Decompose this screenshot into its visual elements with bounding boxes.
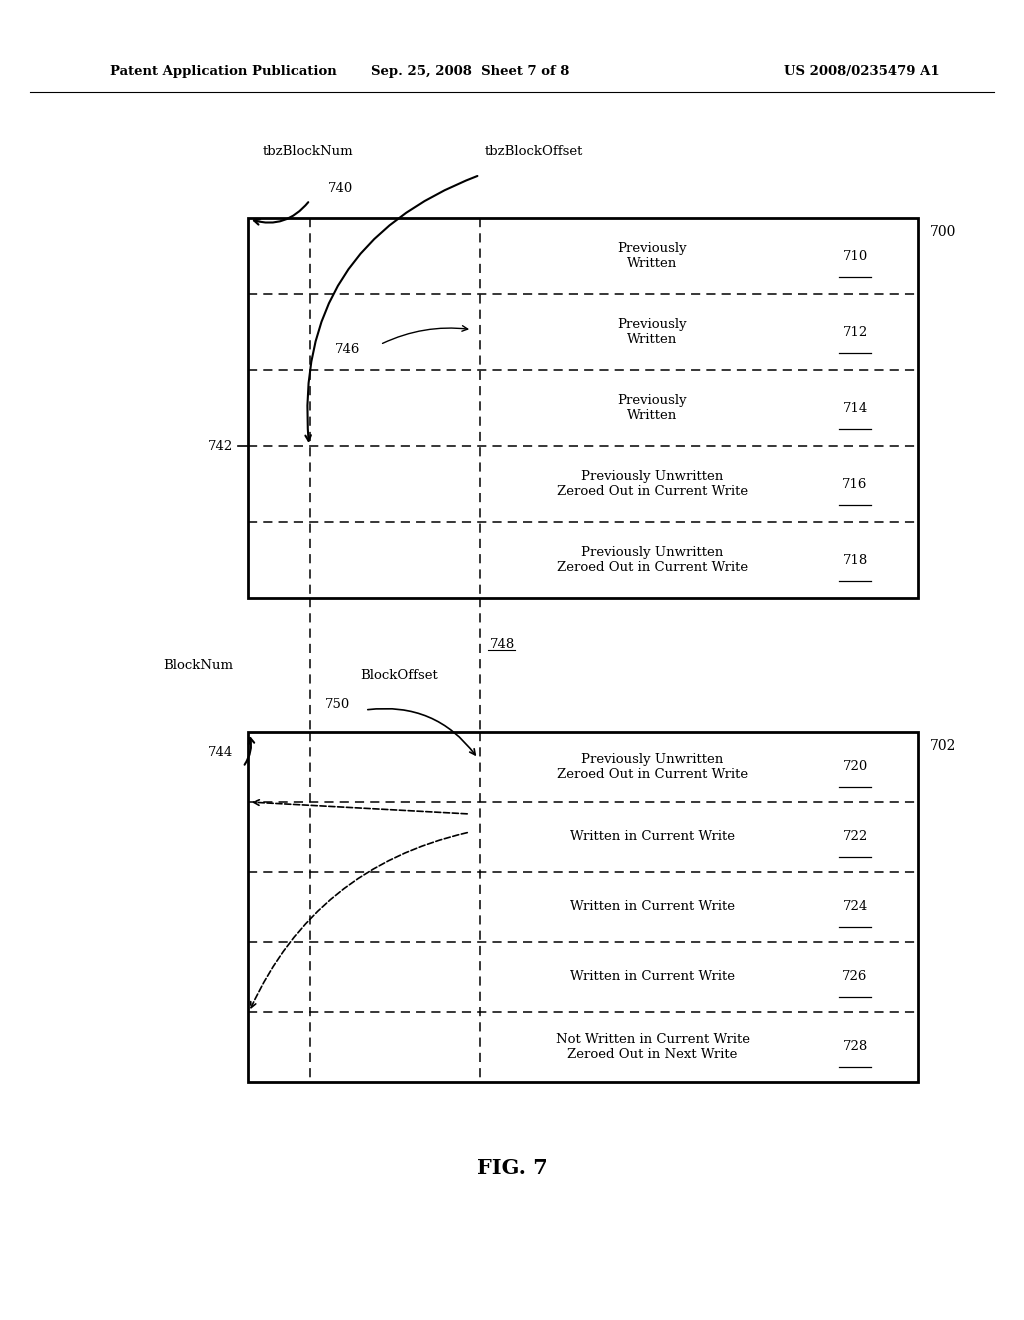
Text: 716: 716	[843, 478, 867, 491]
Text: FIG. 7: FIG. 7	[476, 1158, 548, 1177]
Text: 724: 724	[843, 900, 867, 913]
Text: Previously Unwritten
Zeroed Out in Current Write: Previously Unwritten Zeroed Out in Curre…	[557, 752, 749, 781]
Text: 750: 750	[325, 697, 350, 710]
Text: 742: 742	[208, 440, 233, 453]
Text: tbzBlockNum: tbzBlockNum	[263, 145, 353, 158]
Text: 712: 712	[843, 326, 867, 338]
Bar	[248, 733, 918, 1082]
Text: 728: 728	[843, 1040, 867, 1053]
Bar	[248, 218, 918, 598]
Text: 744: 744	[208, 746, 233, 759]
Text: 720: 720	[843, 760, 867, 774]
Text: 702: 702	[930, 739, 956, 752]
Text: 718: 718	[843, 553, 867, 566]
Text: BlockNum: BlockNum	[163, 659, 233, 672]
Text: Previously Unwritten
Zeroed Out in Current Write: Previously Unwritten Zeroed Out in Curre…	[557, 546, 749, 574]
Text: Previously
Written: Previously Written	[617, 242, 687, 271]
Text: Patent Application Publication: Patent Application Publication	[110, 66, 337, 78]
Text: tbzBlockOffset: tbzBlockOffset	[485, 145, 584, 158]
Text: Previously
Written: Previously Written	[617, 318, 687, 346]
Text: BlockOffset: BlockOffset	[360, 669, 437, 682]
Text: Sep. 25, 2008  Sheet 7 of 8: Sep. 25, 2008 Sheet 7 of 8	[371, 66, 569, 78]
Text: 722: 722	[843, 830, 867, 843]
Text: 710: 710	[843, 249, 867, 263]
Text: US 2008/0235479 A1: US 2008/0235479 A1	[784, 66, 940, 78]
Text: Written in Current Write: Written in Current Write	[570, 900, 735, 913]
Text: Previously Unwritten
Zeroed Out in Current Write: Previously Unwritten Zeroed Out in Curre…	[557, 470, 749, 498]
Text: Previously
Written: Previously Written	[617, 393, 687, 422]
Text: 726: 726	[843, 970, 867, 983]
Text: 740: 740	[328, 181, 353, 194]
Text: 700: 700	[930, 224, 956, 239]
Text: 746: 746	[335, 343, 360, 356]
Text: Not Written in Current Write
Zeroed Out in Next Write: Not Written in Current Write Zeroed Out …	[555, 1034, 750, 1061]
Text: 714: 714	[843, 401, 867, 414]
Text: Written in Current Write: Written in Current Write	[570, 970, 735, 983]
Text: 748: 748	[490, 639, 515, 652]
Text: Written in Current Write: Written in Current Write	[570, 830, 735, 843]
